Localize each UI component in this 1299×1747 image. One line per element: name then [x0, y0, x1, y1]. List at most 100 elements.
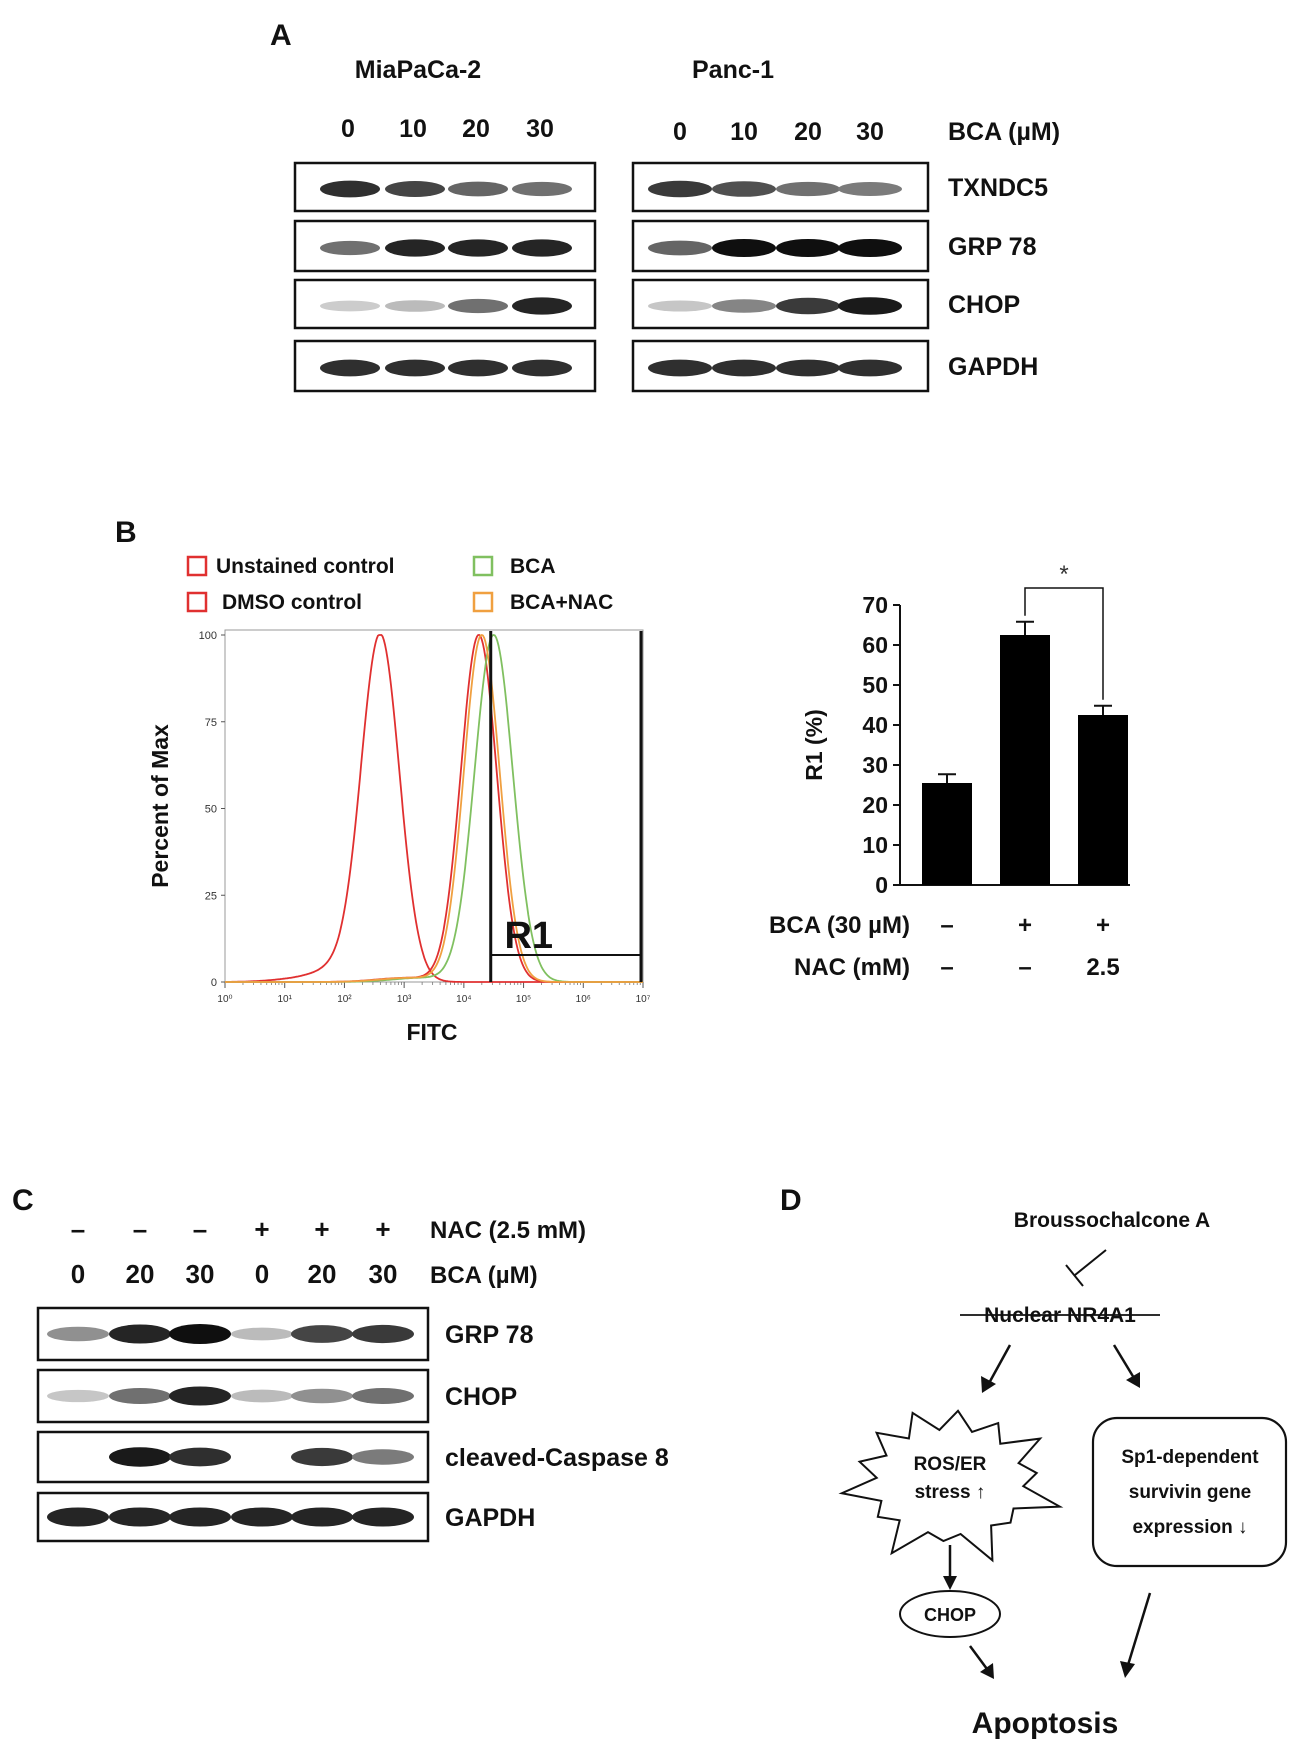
bar-y-label: R1 (%): [801, 709, 827, 781]
c-band: [291, 1325, 353, 1343]
band-left: [385, 181, 445, 197]
dose-label-left: 20: [462, 115, 490, 143]
c-band: [352, 1388, 414, 1404]
histogram-x-tick-label: 10⁵: [516, 994, 531, 1005]
dose-label-right: 30: [856, 118, 884, 146]
band-left: [320, 180, 380, 198]
histogram-x-tick-label: 10³: [397, 994, 412, 1005]
band-left: [512, 297, 572, 315]
histogram-frame: [224, 629, 644, 983]
histogram-legend: Unstained control DMSO control BCA BCA+N…: [186, 555, 613, 614]
bar-treatment-rows: BCA (30 µM) – + + NAC (mM) – – 2.5: [769, 912, 1120, 981]
histogram-y-tick-label: 50: [205, 804, 217, 816]
band-left: [320, 359, 380, 377]
band-left: [320, 240, 380, 256]
c-band: [109, 1447, 171, 1467]
band-right: [776, 297, 840, 315]
band-left: [385, 300, 445, 312]
bar-treatment-value: –: [940, 954, 953, 981]
histogram-y-tick-label: 100: [199, 630, 217, 642]
band-left: [448, 239, 508, 257]
band-right: [712, 359, 776, 377]
band-right: [712, 239, 776, 257]
fitc-histogram: 0 25 50 75 100 10⁰ 10¹ 10² 10³ 10⁴ 10⁵ 10⁶ 10⁷ R1 P…: [147, 629, 651, 1045]
band-left: [512, 181, 572, 197]
significance-bracket: [1024, 587, 1104, 700]
c-band: [352, 1324, 414, 1344]
legend-bca-nac: BCA+NAC: [510, 591, 613, 614]
cell-line-right-label: Panc-1: [692, 56, 774, 84]
c-treatment-value: +: [254, 1214, 269, 1244]
arrow-to-ros: [981, 1344, 1012, 1393]
band-right: [776, 181, 840, 197]
panel-a-label: A: [270, 19, 292, 52]
bar-marks: *: [922, 561, 1128, 885]
bar-y-tick-label: 20: [862, 792, 888, 818]
histogram-x-ticks: 10⁰ 10¹ 10² 10³ 10⁴ 10⁵ 10⁶ 10⁷: [217, 982, 651, 1005]
histogram-curves: [225, 634, 643, 983]
band-left: [385, 239, 445, 257]
bar-treatment-label: NAC (mM): [794, 954, 910, 981]
arrow-chop-to-apoptosis: [968, 1645, 994, 1679]
band-left: [512, 359, 572, 377]
cell-line-left-label: MiaPaCa-2: [355, 56, 481, 84]
gate-label: R1: [504, 915, 553, 957]
dose-label-left: 0: [341, 115, 355, 143]
sp1-survivin-box: [1091, 1416, 1288, 1568]
histogram-curve: [225, 634, 643, 983]
broussochalcone-a-label: Broussochalcone A: [1014, 1209, 1210, 1232]
c-protein-label: GAPDH: [445, 1504, 535, 1532]
c-band: [109, 1324, 171, 1344]
dose-label-right: 20: [794, 118, 822, 146]
c-treatment-value: +: [314, 1214, 329, 1244]
bar: [922, 783, 972, 885]
c-band: [47, 1389, 109, 1403]
inhibition-bar: [1065, 1264, 1084, 1287]
dose-label-right: 0: [673, 118, 687, 146]
histogram-y-tick-label: 75: [205, 717, 217, 729]
legend-bca: BCA: [510, 555, 556, 578]
histogram-x-tick-label: 10⁰: [217, 994, 232, 1005]
bar-y-ticks: 0 10 20 30 40 50 60 70: [862, 592, 900, 898]
band-left: [512, 239, 572, 257]
legend-swatch-unstained: [186, 555, 208, 577]
panel-c-label: C: [12, 1184, 34, 1217]
bar-y-tick-label: 40: [862, 712, 888, 738]
histogram-curve: [225, 634, 643, 983]
protein-label-a: GRP 78: [948, 233, 1037, 261]
c-treatment-label: BCA (µM): [430, 1262, 538, 1289]
c-band: [291, 1388, 353, 1404]
bar-y-tick-label: 10: [862, 832, 888, 858]
protein-label-a: GAPDH: [948, 353, 1038, 381]
c-band: [231, 1327, 293, 1341]
bar-treatment-value: +: [1018, 912, 1032, 939]
significance-star: *: [1059, 561, 1068, 588]
dose-label-left: 10: [399, 115, 427, 143]
c-treatment-value: –: [133, 1214, 147, 1244]
c-band: [109, 1507, 171, 1527]
bar-treatment-value: +: [1096, 912, 1110, 939]
panel-c-treatments: – – – + + + NAC (2.5 mM) 0 20 30 0 20 30 BCA (µM): [71, 1214, 586, 1289]
apoptosis-label: Apoptosis: [972, 1707, 1119, 1740]
histogram-curve: [225, 634, 643, 983]
dose-axis-label: BCA (µM): [948, 118, 1060, 146]
legend-swatch-dmso: [186, 591, 208, 613]
ros-er-label: ROS/ER: [914, 1454, 987, 1475]
bar: [1000, 635, 1050, 885]
arrow-to-sp1: [1112, 1344, 1140, 1388]
bar-y-tick-label: 50: [862, 672, 888, 698]
band-right: [838, 297, 902, 315]
chop-ellipse: [899, 1590, 1001, 1638]
bar-y-tick-label: 60: [862, 632, 888, 658]
band-right: [712, 299, 776, 313]
dose-labels-left: 0 10 20 30: [341, 115, 554, 143]
c-treatment-value: –: [193, 1214, 207, 1244]
band-left: [448, 181, 508, 197]
bar-treatment-value: 2.5: [1086, 954, 1119, 981]
panel-d-label: D: [780, 1184, 802, 1217]
bar-treatment-value: –: [940, 912, 953, 939]
c-band: [231, 1389, 293, 1403]
panel-a: A MiaPaCa-2 Panc-1 0 10 20 30 0 10 20 30 BCA (…: [270, 19, 1060, 393]
histogram-x-tick-label: 10⁴: [456, 994, 471, 1005]
